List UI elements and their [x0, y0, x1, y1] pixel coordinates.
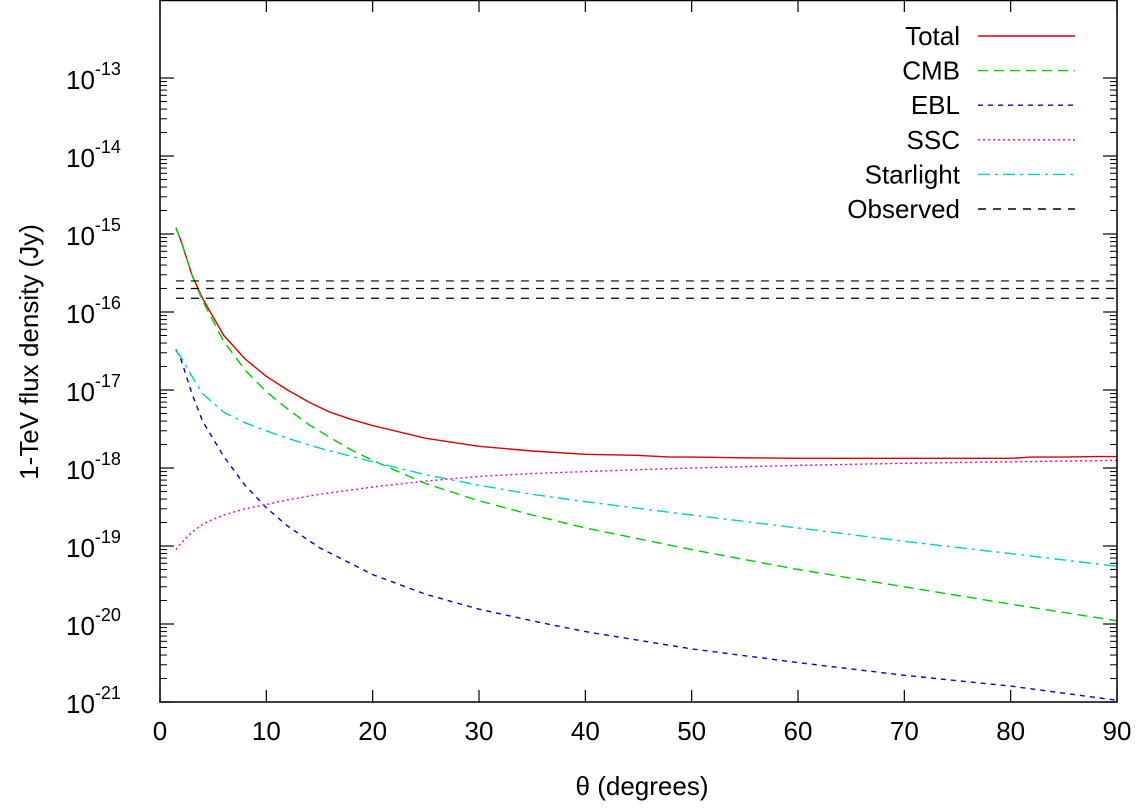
- legend-label-ssc: SSC: [907, 125, 960, 155]
- x-tick-label-90: 90: [1103, 716, 1132, 746]
- x-tick-label-80: 80: [996, 716, 1025, 746]
- legend-label-observed: Observed: [847, 194, 960, 224]
- x-tick-label-70: 70: [890, 716, 919, 746]
- x-tick-label-50: 50: [677, 716, 706, 746]
- series-cmb-line: [175, 227, 1118, 622]
- legend-label-ebl: EBL: [911, 90, 960, 120]
- y-tick-label--21: 10-21: [66, 683, 121, 719]
- y-axis-label: 1-TeV flux density (Jy): [14, 224, 44, 480]
- plot-frame: [159, 0, 1118, 703]
- x-tick-label-60: 60: [784, 716, 813, 746]
- y-tick-label--14: 10-14: [66, 137, 121, 173]
- data-layer: [175, 227, 1118, 701]
- series-starlight-line: [175, 350, 1118, 567]
- x-tick-label-30: 30: [465, 716, 494, 746]
- x-tick-label-10: 10: [252, 716, 281, 746]
- x-axis-label: θ (degrees): [576, 771, 709, 801]
- y-tick-label--16: 10-16: [66, 293, 121, 329]
- series-ssc-line: [175, 459, 1118, 551]
- legend-label-cmb: CMB: [902, 56, 960, 86]
- legend-label-total: Total: [905, 21, 960, 51]
- x-tick-label-20: 20: [358, 716, 387, 746]
- x-tick-label-40: 40: [571, 716, 600, 746]
- x-tick-label-0: 0: [153, 716, 167, 746]
- legend-label-starlight: Starlight: [865, 159, 961, 189]
- series-total-line: [175, 227, 1117, 459]
- legend: Total CMB EBL SSC Starlight Observed: [847, 21, 1075, 224]
- series-ebl-line: [175, 349, 1118, 701]
